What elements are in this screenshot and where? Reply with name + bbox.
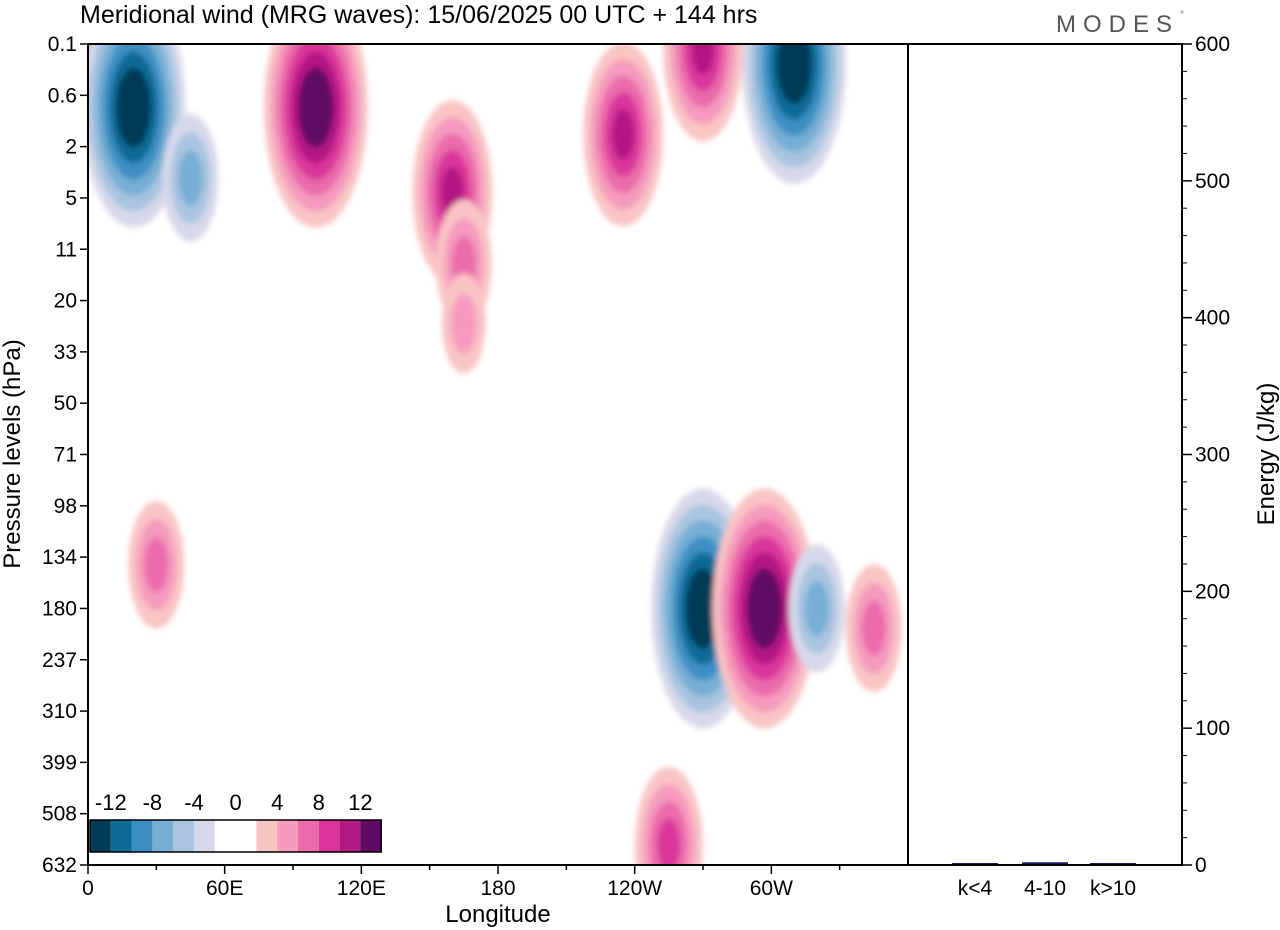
contour-band: [692, 44, 714, 75]
pressure-axis-ticks: 0.1 0.6 2 5 11 20 33 50 71 98 134 180 237 310 399 508 63…: [42, 33, 88, 877]
contour-band: [450, 293, 478, 354]
energy-bar: [1022, 862, 1068, 865]
colorbar-label: 12: [348, 790, 372, 815]
pressure-tick-label: 20: [54, 290, 77, 313]
negative-wind-anomaly: [162, 113, 219, 242]
energy-tick-label: 100: [1195, 717, 1230, 740]
colorbar-swatch: [339, 820, 361, 852]
positive-wind-anomaly: [712, 488, 817, 729]
negative-wind-anomaly: [788, 544, 845, 673]
contour-band: [657, 818, 681, 865]
colorbar-label: -4: [184, 790, 204, 815]
longitude-axis-ticks: 0 60E 120E 180 120W 60W: [82, 865, 841, 900]
colorbar-label: 8: [313, 790, 325, 815]
pressure-tick-label: 33: [54, 341, 77, 364]
pressure-tick-label: 508: [42, 803, 77, 826]
pressure-tick-label: 399: [42, 751, 77, 774]
colorbar-frame: [89, 819, 382, 853]
colorbar-label: 0: [229, 790, 241, 815]
contour-band: [305, 83, 327, 132]
colorbar-swatch: [90, 820, 111, 852]
longitude-tick-label: 60E: [206, 877, 243, 900]
longitude-tick-label: 120E: [337, 877, 386, 900]
energy-axis-label: Energy (J/kg): [1253, 383, 1280, 526]
pressure-tick-label: 2: [65, 136, 77, 159]
colorbar-swatch: [298, 820, 319, 852]
contour-band: [144, 537, 169, 593]
colorbar-label: -12: [95, 790, 127, 815]
wavenumber-axis-ticks: k<4 4-10 k>10: [958, 877, 1136, 900]
positive-wind-anomaly: [583, 44, 664, 227]
pressure-tick-label: 71: [54, 444, 77, 467]
contour-band: [754, 584, 775, 633]
pressure-axis-label: Pressure levels (hPa): [0, 339, 26, 568]
positive-wind-anomaly: [128, 500, 185, 629]
contour-band: [804, 581, 829, 636]
longitude-tick-label: 0: [82, 877, 94, 900]
energy-panel-background: [908, 44, 1182, 865]
pressure-tick-label: 98: [54, 495, 77, 518]
longitude-tick-label: 120W: [607, 877, 662, 900]
colorbar-swatch: [235, 820, 257, 852]
logo-mark: °: [1180, 10, 1184, 21]
energy-axis-ticks: 0 100 200 300 400 500 600: [1182, 33, 1230, 877]
negative-wind-anomaly: [88, 44, 186, 228]
wavenumber-tick-label: 4-10: [1024, 877, 1066, 900]
colorbar-swatch: [360, 820, 382, 852]
colorbar-swatch: [131, 820, 153, 852]
wavenumber-tick-label: k<4: [958, 877, 993, 900]
contour-band: [123, 83, 144, 132]
energy-tick-label: 200: [1195, 580, 1230, 603]
pressure-tick-label: 0.1: [48, 33, 77, 56]
energy-tick-label: 600: [1195, 33, 1230, 56]
pressure-tick-label: 11: [55, 238, 77, 261]
pressure-tick-label: 237: [42, 649, 77, 672]
colorbar-swatch: [277, 820, 298, 852]
positive-wind-anomaly: [634, 766, 703, 865]
colorbar-swatch: [318, 820, 340, 852]
pressure-tick-label: 632: [42, 854, 77, 877]
energy-tick-label: 300: [1195, 444, 1230, 467]
pressure-tick-label: 0.6: [48, 84, 77, 107]
colorbar-swatch: [194, 820, 215, 852]
colorbar: -12 -8 -4 0 4 8 12: [89, 790, 382, 853]
colorbar-swatch: [152, 820, 174, 852]
positive-wind-anomaly: [845, 564, 902, 693]
contour-band: [178, 150, 203, 206]
colorbar-swatch: [256, 820, 278, 852]
longitude-axis-label: Longitude: [445, 901, 550, 928]
heatmap-field: [88, 44, 902, 865]
pressure-tick-label: 134: [42, 546, 77, 569]
contour-band: [612, 109, 635, 160]
pressure-tick-label: 180: [42, 597, 77, 620]
negative-wind-anomaly: [742, 44, 847, 184]
pressure-tick-label: 310: [42, 700, 77, 723]
modes-logo: MODES: [1056, 11, 1179, 38]
colorbar-label: 4: [271, 790, 283, 815]
positive-wind-anomaly: [441, 273, 486, 374]
longitude-tick-label: 60W: [750, 877, 793, 900]
contour-band: [861, 600, 886, 656]
energy-tick-label: 400: [1195, 307, 1230, 330]
heatmap-background: [88, 44, 908, 865]
positive-wind-anomaly: [263, 44, 368, 228]
colorbar-label: -8: [143, 790, 163, 815]
chart-title: Meridional wind (MRG waves): 15/06/2025 …: [80, 1, 757, 29]
colorbar-swatch: [110, 820, 132, 852]
pressure-tick-label: 50: [54, 392, 77, 415]
colorbar-swatch: [214, 820, 236, 852]
contour-band: [692, 584, 714, 633]
pressure-tick-label: 5: [65, 187, 77, 210]
longitude-tick-label: 180: [480, 877, 515, 900]
contour-band: [783, 44, 805, 88]
positive-wind-anomaly: [663, 44, 743, 142]
colorbar-swatch: [173, 820, 194, 852]
energy-tick-label: 0: [1195, 854, 1207, 877]
energy-tick-label: 500: [1195, 170, 1230, 193]
wavenumber-tick-label: k>10: [1090, 877, 1136, 900]
